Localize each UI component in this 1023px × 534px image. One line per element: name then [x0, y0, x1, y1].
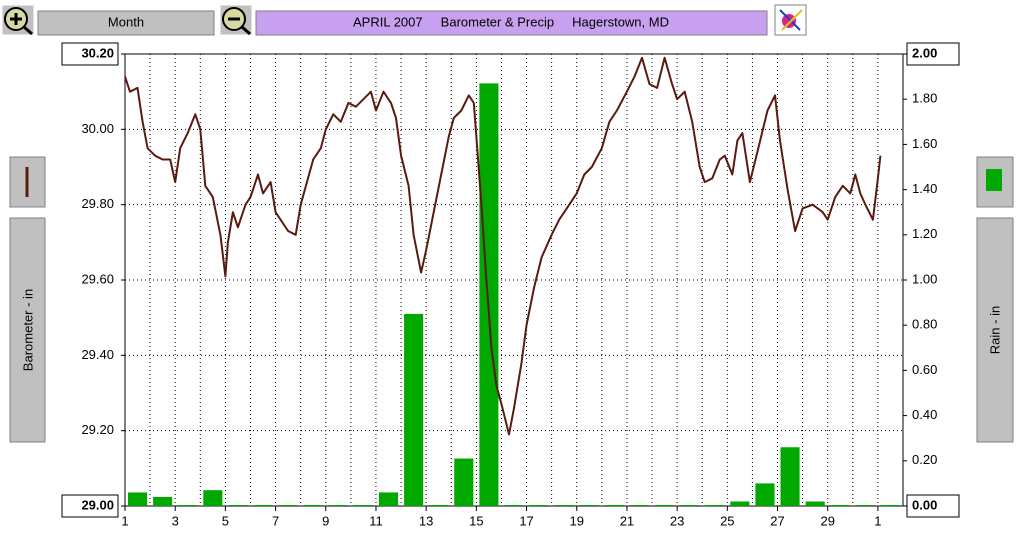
y2-tick-label: 2.00 [912, 45, 937, 60]
y2-axis-button[interactable]: Rain - in [976, 217, 1014, 443]
y-tick-box [61, 494, 119, 518]
x-tick-label: 3 [172, 513, 179, 528]
y2-tick-label: 0.20 [912, 452, 937, 467]
y2-tick-label: 1.60 [912, 136, 937, 151]
y2-tick-label: 1.00 [912, 271, 937, 286]
bar [880, 505, 900, 506]
period-button[interactable]: Month [37, 10, 215, 36]
bar [278, 505, 298, 506]
x-tick-label: 21 [620, 513, 634, 528]
bar [529, 505, 549, 506]
bar [755, 483, 775, 506]
bar [855, 505, 875, 506]
bar [153, 496, 173, 506]
x-tick-label: 17 [519, 513, 533, 528]
bar [303, 505, 323, 506]
settings-button[interactable] [774, 4, 807, 36]
y2-axis-label: Rain - in [987, 306, 1002, 354]
title-bar [255, 10, 768, 36]
x-tick-label: 7 [272, 513, 279, 528]
y2-tick-box [906, 494, 960, 518]
bar [805, 501, 825, 506]
y2-tick-box [906, 42, 960, 66]
zoom-in-button[interactable] [1, 4, 35, 36]
x-tick-label: 1 [121, 513, 128, 528]
bar [629, 505, 650, 506]
bar [705, 505, 725, 506]
bar [353, 505, 373, 506]
bar [655, 505, 675, 506]
bar [730, 501, 750, 506]
bar [429, 505, 449, 506]
bar [504, 505, 524, 506]
barometer-line [124, 56, 882, 436]
bar [780, 447, 800, 506]
y2-tick-label: 0.00 [912, 497, 937, 512]
bar [178, 505, 198, 506]
bar [680, 505, 700, 506]
y-tick-label: 30.20 [81, 45, 114, 60]
y-axis-label: Barometer - in [20, 289, 35, 371]
x-tick-label: 5 [222, 513, 229, 528]
bar [228, 505, 248, 506]
y-tick-label: 29.00 [81, 497, 114, 512]
chart-title: APRIL 2007 Barometer & Precip Hagerstown… [353, 14, 669, 29]
y-tick-box [61, 42, 119, 66]
x-tick-label: 19 [570, 513, 584, 528]
y-tick-label: 30.00 [81, 121, 114, 136]
bar [604, 505, 624, 506]
bar [404, 313, 424, 506]
x-tick-label: 15 [469, 513, 483, 528]
x-tick-label: 25 [720, 513, 734, 528]
y2-tick-label: 0.40 [912, 407, 937, 422]
period-label: Month [108, 14, 144, 29]
bar [328, 505, 348, 506]
y-tick-label: 29.20 [81, 422, 114, 437]
x-tick-label: 11 [369, 513, 383, 528]
y-tick-label: 29.40 [81, 347, 114, 362]
bar [128, 492, 148, 506]
bar [554, 505, 574, 506]
bar [454, 458, 474, 506]
bar [378, 492, 399, 506]
x-tick-label: 23 [670, 513, 684, 528]
y2-tick-label: 0.80 [912, 317, 937, 332]
bar [203, 490, 223, 506]
y2-tick-label: 1.40 [912, 181, 937, 196]
x-tick-label: 13 [419, 513, 433, 528]
y-tick-label: 29.60 [81, 271, 114, 286]
x-tick-label: 27 [770, 513, 784, 528]
bar-series-button[interactable] [976, 156, 1014, 208]
bar [253, 505, 273, 506]
y-tick-label: 29.80 [81, 196, 114, 211]
x-tick-label: 1 [874, 513, 881, 528]
x-tick-label: 9 [322, 513, 329, 528]
y-axis-button[interactable]: Barometer - in [9, 217, 46, 443]
line-series-button[interactable] [9, 156, 46, 208]
bar [830, 505, 850, 506]
y2-tick-label: 1.20 [912, 226, 937, 241]
bar [579, 505, 599, 506]
bar [479, 83, 499, 506]
x-tick-label: 29 [820, 513, 834, 528]
y2-tick-label: 1.80 [912, 91, 937, 106]
zoom-out-button[interactable] [219, 4, 253, 36]
y2-tick-label: 0.60 [912, 362, 937, 377]
